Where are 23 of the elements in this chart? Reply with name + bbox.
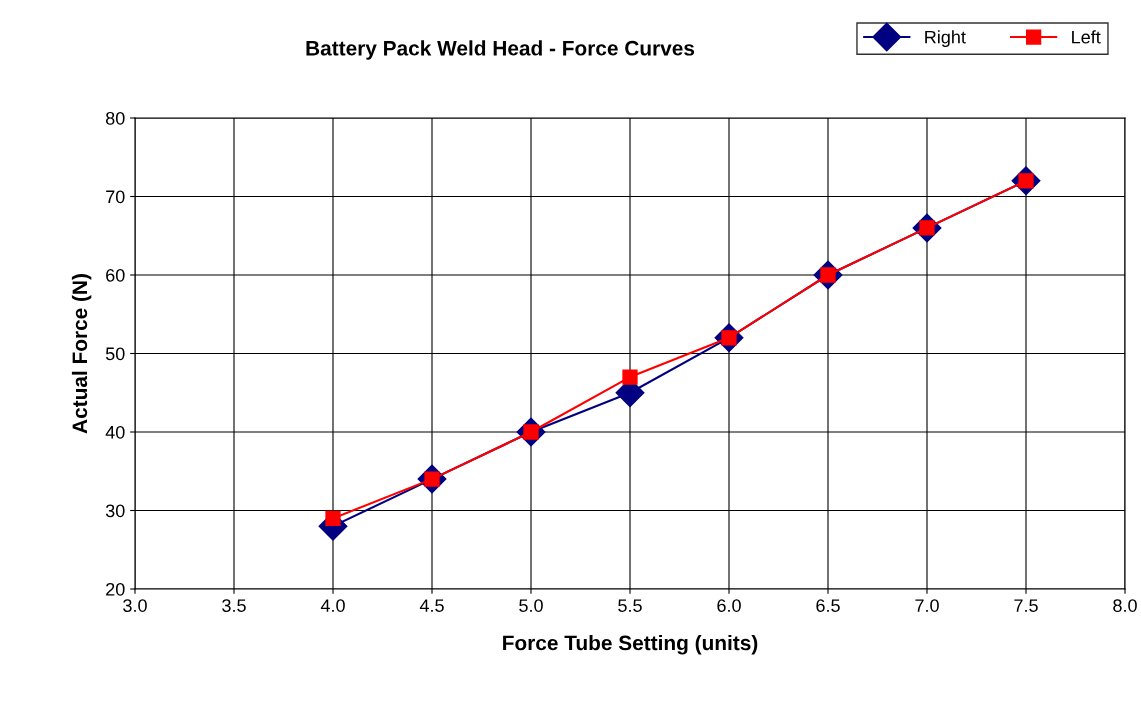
- y-tick-label: 80: [105, 111, 125, 125]
- chart-title: Battery Pack Weld Head - Force Curves: [306, 40, 695, 60]
- y-tick-label: 30: [105, 504, 125, 518]
- y-tick-label: 50: [105, 347, 125, 361]
- x-tick-label: 4.5: [419, 599, 444, 612]
- x-tick-label: 7.0: [915, 599, 939, 612]
- y-tick-label: 40: [105, 425, 125, 439]
- y-tick-label: 70: [106, 190, 125, 204]
- x-tick-label: 8.0: [1113, 599, 1137, 612]
- legend-label: Left: [1072, 30, 1101, 44]
- x-axis-title: Force Tube Setting (units): [503, 635, 758, 655]
- x-tick-label: 7.5: [1014, 599, 1038, 612]
- x-tick-label: 4.0: [320, 599, 345, 612]
- x-tick-label: 3.5: [222, 599, 246, 612]
- x-tick-label: 6.5: [816, 599, 840, 612]
- y-tick-label: 20: [106, 582, 125, 596]
- x-tick-label: 3.0: [123, 599, 147, 612]
- legend-label: Right: [925, 30, 966, 48]
- y-tick-label: 60: [106, 268, 125, 282]
- y-axis-title: Actual Force (N): [71, 274, 92, 434]
- x-tick-label: 6.0: [717, 599, 741, 612]
- x-tick-label: 5.0: [519, 599, 543, 612]
- x-tick-label: 5.5: [618, 599, 642, 612]
